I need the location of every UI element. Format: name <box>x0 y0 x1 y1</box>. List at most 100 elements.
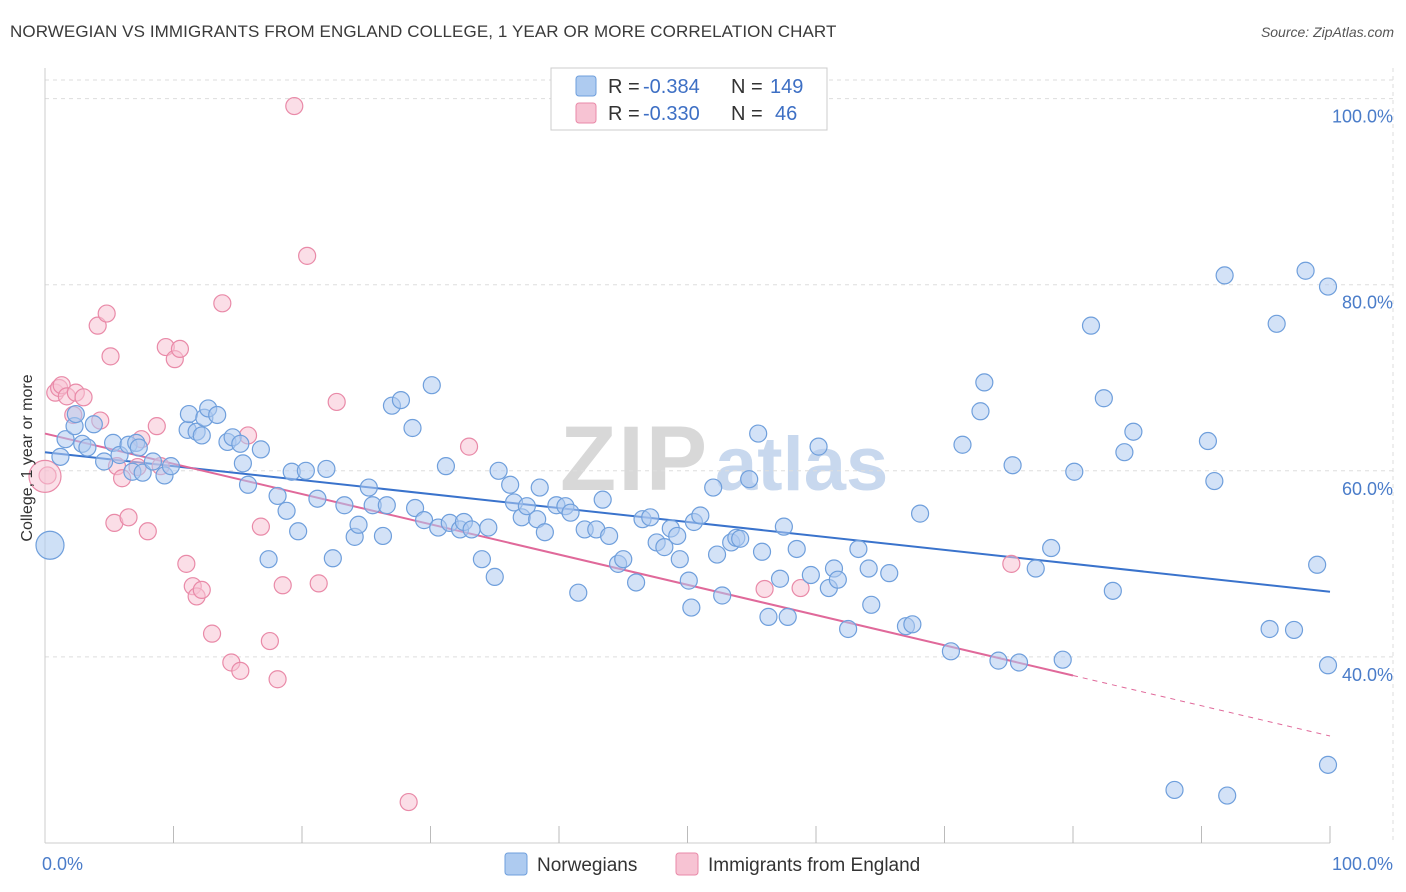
norwegian-point-145 <box>1318 755 1338 774</box>
norwegian-point-61 <box>485 567 504 586</box>
norwegian-point-42 <box>349 515 368 534</box>
norwegian-point-58 <box>462 520 481 539</box>
y-tick-label-1: 60.0% <box>1342 479 1393 499</box>
norwegian-point-24 <box>208 405 227 425</box>
norwegian-point-19 <box>179 404 199 424</box>
england-point-37 <box>285 96 304 116</box>
norwegian-point-92 <box>704 478 723 497</box>
source-label: Source: ZipAtlas.com <box>1260 24 1394 40</box>
norwegian-point-89 <box>682 598 701 617</box>
norwegian-point-137 <box>1205 471 1224 491</box>
norwegian-point-36 <box>296 461 315 480</box>
england-point-45 <box>791 578 810 598</box>
england-point-38 <box>298 246 317 265</box>
norwegian-point-15 <box>143 452 163 471</box>
norwegian-point-104 <box>778 607 797 626</box>
trend-line-extension-1 <box>1072 675 1331 737</box>
norwegian-point-77 <box>600 526 619 546</box>
norwegian-points <box>35 261 1338 805</box>
watermark-zip: ZIP <box>560 408 709 510</box>
norwegian-point-13 <box>129 438 148 457</box>
legend-frame <box>550 67 828 131</box>
norwegian-point-99 <box>749 424 768 443</box>
norwegian-point-101 <box>759 607 778 626</box>
y-tick-label-0: 40.0% <box>1342 665 1393 685</box>
norwegian-point-7 <box>95 452 114 471</box>
norwegian-point-122 <box>975 373 994 392</box>
norwegian-point-141 <box>1318 656 1338 675</box>
england-point-24 <box>177 554 196 573</box>
legend-n-label-1: N = <box>731 76 763 98</box>
england-point-11 <box>101 347 120 366</box>
norwegian-point-107 <box>809 437 828 456</box>
norwegian-point-5 <box>78 438 97 457</box>
norwegian-point-134 <box>1124 422 1143 441</box>
england-point-18 <box>138 522 157 541</box>
england-point-19 <box>147 417 166 436</box>
legend-n-value-1: 149 <box>770 76 803 98</box>
norwegian-point-93 <box>707 545 727 564</box>
england-point-large <box>28 459 62 493</box>
correlation-legend: R = -0.384 N = 149 R = -0.330 N = 46 <box>550 67 828 131</box>
norwegian-point-140 <box>1284 620 1304 640</box>
x-tick-label-1: 100.0% <box>1332 854 1393 874</box>
legend-swatch-england <box>575 102 597 124</box>
norwegian-point-121 <box>971 402 990 421</box>
series-legend-swatch-norwegians <box>504 852 528 876</box>
norwegian-point-112 <box>849 539 868 559</box>
norwegian-point-126 <box>1026 559 1045 578</box>
norwegian-point-17 <box>161 457 181 476</box>
grid-lines <box>45 68 1394 843</box>
england-point-33 <box>251 517 270 536</box>
norwegian-point-1 <box>56 430 75 449</box>
y-tick-label-3: 100.0% <box>1332 107 1393 127</box>
norwegian-point-127 <box>1042 538 1061 558</box>
norwegian-point-129 <box>1065 462 1084 481</box>
england-point-42 <box>459 437 479 456</box>
england-point-44 <box>1002 554 1021 573</box>
norwegian-point-113 <box>859 559 878 578</box>
y-axis-label: College, 1 year or more <box>19 374 36 541</box>
norwegian-point-133 <box>1115 443 1134 462</box>
england-point-43 <box>755 579 774 599</box>
norwegian-point-31 <box>259 550 278 569</box>
norwegian-point-97 <box>731 529 750 548</box>
norwegian-point-39 <box>323 549 342 568</box>
legend-r-label-1: R = <box>608 76 640 98</box>
norwegian-point-98 <box>740 470 759 489</box>
england-point-41 <box>399 792 418 812</box>
norwegian-point-118 <box>910 504 930 523</box>
norwegian-point-50 <box>405 498 425 518</box>
series-legend: Norwegians Immigrants from England <box>504 852 920 876</box>
norwegian-point-69 <box>535 523 554 542</box>
watermark-atlas: atlas <box>715 422 888 507</box>
legend-r-value-2: -0.330 <box>643 103 700 125</box>
norwegian-point-138 <box>1218 786 1237 805</box>
norwegian-point-87 <box>670 550 689 569</box>
norwegian-point-35 <box>289 522 308 541</box>
norwegian-point-80 <box>626 573 646 592</box>
chart-title: NORWEGIAN VS IMMIGRANTS FROM ENGLAND COL… <box>10 22 837 41</box>
tick-labels: 40.0% 60.0% 80.0% 100.0% 0.0% 100.0% <box>42 107 1393 874</box>
norwegian-point-131 <box>1094 389 1113 408</box>
norwegian-point-128 <box>1053 650 1072 669</box>
norwegian-point-117 <box>903 615 922 634</box>
norwegian-point-66 <box>517 497 536 516</box>
norwegian-point-142 <box>1215 266 1234 285</box>
norwegian-point-79 <box>614 550 633 569</box>
norwegian-point-84 <box>655 538 674 557</box>
england-point-40 <box>327 392 346 412</box>
norwegian-point-130 <box>1081 316 1101 335</box>
norwegian-point-100 <box>752 542 772 561</box>
norwegian-point-110 <box>828 570 847 589</box>
norwegian-point-62 <box>489 461 508 480</box>
norwegian-point-51 <box>414 511 434 530</box>
norwegian-point-120 <box>953 435 972 454</box>
norwegian-point-106 <box>801 565 820 585</box>
norwegian-point-33 <box>277 501 296 520</box>
norwegian-point-94 <box>713 586 732 605</box>
norwegian-point-88 <box>679 571 698 590</box>
norwegian-point-30 <box>251 440 270 459</box>
england-points <box>28 96 1021 812</box>
norwegian-point-146 <box>1296 261 1315 280</box>
